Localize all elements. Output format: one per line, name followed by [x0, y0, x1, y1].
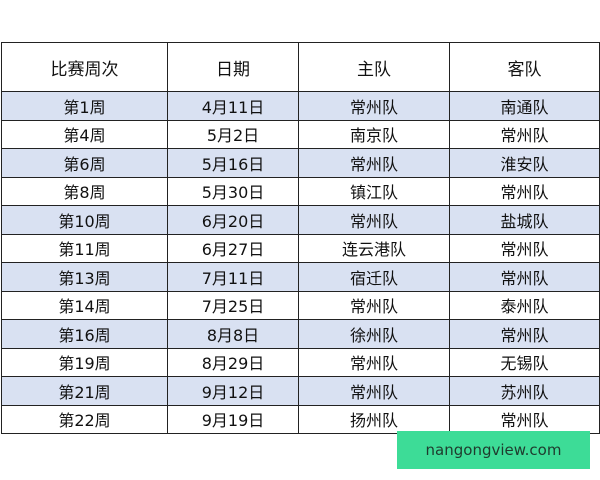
cell-home: 常州队 [298, 91, 450, 121]
cell-home: 常州队 [298, 148, 450, 178]
header-week: 比赛周次 [1, 42, 168, 92]
cell-week: 第4周 [1, 119, 168, 149]
cell-week: 第16周 [1, 319, 168, 349]
table-row: 第21周 9月12日 常州队 苏州队 [1, 376, 600, 406]
cell-home: 常州队 [298, 205, 450, 235]
cell-week: 第8周 [1, 176, 168, 206]
cell-date: 7月25日 [167, 290, 299, 320]
cell-date: 9月19日 [167, 404, 299, 434]
cell-week: 第11周 [1, 233, 168, 263]
cell-home: 连云港队 [298, 233, 450, 263]
cell-home: 常州队 [298, 290, 450, 320]
cell-away: 南通队 [449, 91, 600, 121]
cell-home: 徐州队 [298, 319, 450, 349]
cell-week: 第21周 [1, 376, 168, 406]
table-row: 第16周 8月8日 徐州队 常州队 [1, 319, 600, 349]
table-row: 第19周 8月29日 常州队 无锡队 [1, 347, 600, 377]
table-row: 第8周 5月30日 镇江队 常州队 [1, 176, 600, 206]
cell-date: 4月11日 [167, 91, 299, 121]
header-home: 主队 [298, 42, 450, 92]
cell-away: 泰州队 [449, 290, 600, 320]
cell-week: 第6周 [1, 148, 168, 178]
watermark: nangongview.com [397, 431, 590, 469]
cell-week: 第10周 [1, 205, 168, 235]
cell-home: 镇江队 [298, 176, 450, 206]
cell-week: 第13周 [1, 262, 168, 292]
header-row: 比赛周次 日期 主队 客队 [1, 42, 600, 92]
cell-away: 常州队 [449, 233, 600, 263]
table-row: 第22周 9月19日 扬州队 常州队 [1, 404, 600, 434]
cell-away: 常州队 [449, 404, 600, 434]
cell-week: 第14周 [1, 290, 168, 320]
cell-date: 6月27日 [167, 233, 299, 263]
cell-home: 常州队 [298, 376, 450, 406]
cell-away: 常州队 [449, 262, 600, 292]
cell-date: 5月30日 [167, 176, 299, 206]
cell-date: 8月8日 [167, 319, 299, 349]
cell-date: 6月20日 [167, 205, 299, 235]
table-row: 第6周 5月16日 常州队 淮安队 [1, 148, 600, 178]
schedule-table: 比赛周次 日期 主队 客队 第1周 4月11日 常州队 南通队 第4周 5月2日 南京队 常州… [1, 42, 600, 434]
cell-away: 常州队 [449, 119, 600, 149]
header-away: 客队 [449, 42, 600, 92]
cell-away: 苏州队 [449, 376, 600, 406]
table-row: 第11周 6月27日 连云港队 常州队 [1, 233, 600, 263]
table-row: 第13周 7月11日 宿迁队 常州队 [1, 262, 600, 292]
table-row: 第1周 4月11日 常州队 南通队 [1, 91, 600, 121]
cell-home: 宿迁队 [298, 262, 450, 292]
cell-date: 5月2日 [167, 119, 299, 149]
cell-away: 常州队 [449, 176, 600, 206]
cell-date: 5月16日 [167, 148, 299, 178]
cell-away: 盐城队 [449, 205, 600, 235]
table-row: 第14周 7月25日 常州队 泰州队 [1, 290, 600, 320]
cell-week: 第22周 [1, 404, 168, 434]
header-date: 日期 [167, 42, 299, 92]
cell-away: 常州队 [449, 319, 600, 349]
cell-away: 无锡队 [449, 347, 600, 377]
cell-away: 淮安队 [449, 148, 600, 178]
table-row: 第10周 6月20日 常州队 盐城队 [1, 205, 600, 235]
cell-home: 南京队 [298, 119, 450, 149]
cell-week: 第1周 [1, 91, 168, 121]
cell-week: 第19周 [1, 347, 168, 377]
cell-date: 8月29日 [167, 347, 299, 377]
cell-home: 扬州队 [298, 404, 450, 434]
cell-home: 常州队 [298, 347, 450, 377]
cell-date: 7月11日 [167, 262, 299, 292]
cell-date: 9月12日 [167, 376, 299, 406]
table-row: 第4周 5月2日 南京队 常州队 [1, 119, 600, 149]
